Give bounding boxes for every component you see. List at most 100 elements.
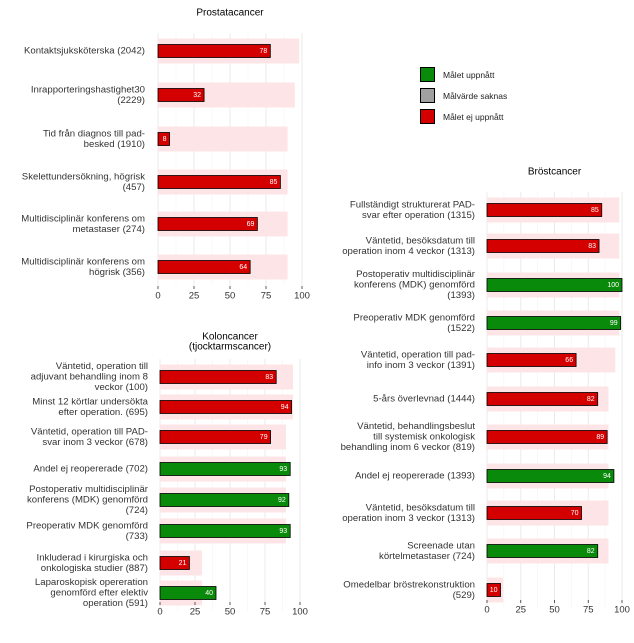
category-label: Skelettundersökning, högrisk (457)	[22, 171, 145, 193]
chart-title: Prostatacancer	[196, 8, 264, 19]
bar	[157, 88, 205, 102]
bar	[486, 583, 501, 597]
category-label: Väntetid, besöksdatum till operation inom…	[342, 502, 475, 524]
data-label: 99	[610, 320, 618, 327]
bar	[159, 493, 290, 507]
legend-swatch-missing	[420, 88, 435, 103]
bar	[486, 392, 599, 406]
bar	[159, 400, 293, 414]
bar	[486, 469, 615, 483]
data-label: 82	[587, 396, 595, 403]
category-label: Minst 12 körtlar undersökta efter operati…	[32, 396, 148, 418]
bar	[486, 430, 608, 444]
category-label: Omedelbar bröstrekonstruktion (529)	[343, 579, 475, 601]
tick-label: 100	[294, 291, 310, 302]
data-label: 94	[603, 473, 611, 480]
data-label: 78	[260, 48, 268, 55]
data-label: 8	[163, 136, 167, 143]
chart-panel: Prostatacancer 78 Kontaktsjuksköterska (20…	[21, 8, 310, 302]
bar	[486, 506, 582, 520]
category-label: Väntetid, operation till pad-info inom 3…	[361, 349, 475, 371]
category-label: Fullständigt strukturerat PAD-svar efter…	[350, 199, 475, 221]
data-label: 89	[596, 434, 604, 441]
bar	[159, 556, 190, 570]
bar	[159, 370, 277, 384]
tick-label: 0	[155, 291, 160, 302]
chart-title: Koloncancer (tjocktarmscancer)	[189, 332, 271, 353]
category-label: Väntetid, besöksdatum till operation inom…	[342, 235, 475, 257]
tick-label: 25	[190, 607, 201, 618]
category-label: Screenade utan körtelmetastaser (724)	[379, 540, 475, 562]
chart-title: Bröstcancer	[528, 167, 582, 178]
data-label: 83	[265, 374, 273, 381]
bar	[157, 175, 281, 189]
data-label: 21	[179, 560, 187, 567]
data-label: 93	[279, 528, 287, 535]
category-label: Multidisciplinär konferens om metastaser …	[21, 213, 145, 235]
bar	[486, 316, 622, 330]
legend-swatch-not-achieved	[420, 109, 435, 124]
bar	[486, 203, 603, 217]
category-label: Andel ej reopererade (702)	[33, 464, 148, 475]
legend-label: Målet ej uppnått	[443, 111, 504, 122]
category-label: Preoperativ MDK genomförd (733)	[26, 520, 148, 542]
bar	[159, 430, 271, 444]
legend-item-achieved: Målet uppnått	[420, 64, 507, 85]
category-label: Laparoskopisk opereration genomförd efter…	[35, 577, 148, 609]
bar	[159, 462, 291, 476]
data-label: 85	[591, 207, 599, 214]
chart-panel: Koloncancer (tjocktarmscancer) 83 Väntetid,…	[26, 332, 308, 618]
data-label: 66	[565, 357, 573, 364]
bar	[159, 586, 217, 600]
category-label: Inrapporteringshastighet30 (2229)	[31, 84, 145, 106]
data-label: 85	[270, 179, 278, 186]
tick-label: 50	[549, 605, 560, 616]
category-label: Inkluderad i kirurgiska och onkologiska s…	[37, 552, 148, 574]
category-label: Preoperativ MDK genomförd (1522)	[353, 312, 475, 334]
data-label: 100	[607, 282, 619, 289]
bar	[157, 260, 251, 274]
tick-label: 75	[261, 291, 272, 302]
legend-label: Målvärde saknas	[443, 90, 508, 101]
target-band	[158, 126, 288, 152]
data-label: 83	[588, 243, 596, 250]
data-label: 94	[281, 404, 289, 411]
legend-item-not-achieved: Målet ej uppnått	[420, 106, 507, 127]
tick-label: 0	[484, 605, 489, 616]
legend-swatch-achieved	[420, 67, 435, 82]
bar	[159, 524, 291, 538]
legend-item-missing: Målvärde saknas	[420, 85, 507, 106]
tick-label: 25	[189, 291, 200, 302]
data-label: 92	[278, 497, 286, 504]
legend-label: Målet uppnått	[443, 69, 495, 80]
data-label: 10	[490, 587, 498, 594]
category-label: Postoperativ multidisciplinär konferens (…	[27, 484, 149, 516]
data-label: 93	[279, 466, 287, 473]
bar	[157, 132, 170, 146]
tick-label: 0	[157, 607, 162, 618]
category-label: Andel ej reopererade (1393)	[355, 471, 475, 482]
bar	[486, 239, 600, 253]
legend: Målet uppnått Målvärde saknas Målet ej u…	[420, 64, 507, 127]
data-label: 79	[260, 434, 268, 441]
bar	[486, 544, 599, 558]
tick-label: 50	[225, 291, 236, 302]
data-label: 70	[571, 510, 579, 517]
category-label: Väntetid, operation till PAD-svar inom 3…	[31, 426, 148, 448]
bar	[486, 353, 577, 367]
category-label: Tid från diagnos till pad-besked (1910)	[43, 128, 145, 150]
bar	[486, 278, 623, 292]
bar	[157, 217, 258, 231]
tick-label: 25	[515, 605, 526, 616]
chart-panel: Bröstcancer 85 Fullständigt strukturerat P…	[341, 167, 630, 616]
category-label: Väntetid, operation till adjuvant behandl…	[31, 361, 148, 393]
tick-label: 100	[292, 607, 308, 618]
data-label: 40	[205, 590, 213, 597]
data-label: 82	[587, 548, 595, 555]
category-label: 5-års överlevnad (1444)	[373, 394, 475, 405]
tick-label: 50	[225, 607, 236, 618]
category-label: Postoperativ multidisciplinär konferens (…	[354, 269, 476, 301]
tick-label: 100	[614, 605, 630, 616]
